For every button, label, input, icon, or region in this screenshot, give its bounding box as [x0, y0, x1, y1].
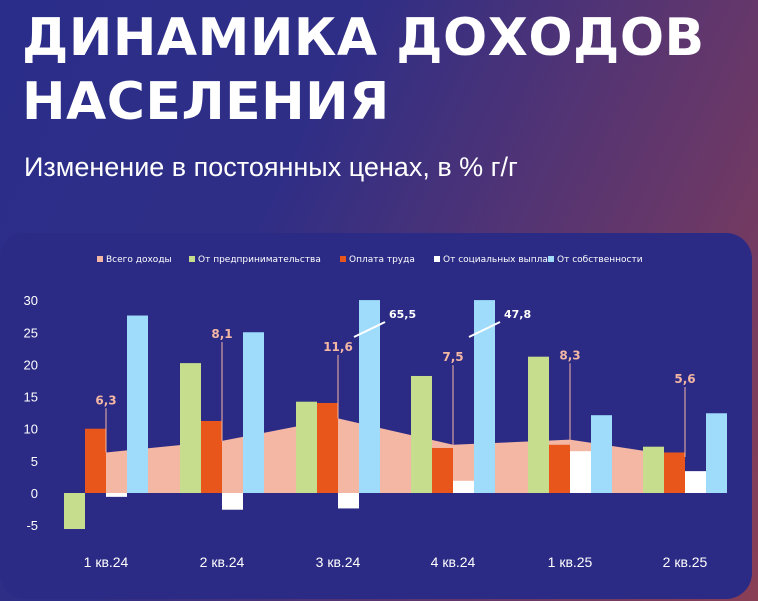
- title-line-1: ДИНАМИКА ДОХОДОВ: [22, 8, 705, 68]
- bar-social-payments: [570, 451, 591, 493]
- bar-property: [591, 415, 612, 493]
- y-tick-label: 0: [31, 486, 38, 501]
- page-title: ДИНАМИКА ДОХОДОВ НАСЕЛЕНИЯ: [22, 6, 705, 134]
- bar-entrepreneurship: [180, 363, 201, 493]
- legend-swatch: [434, 256, 440, 262]
- bar-social-payments: [222, 493, 243, 510]
- legend-label: От предпринимательства: [198, 255, 321, 265]
- bar-wages: [664, 452, 685, 493]
- axis-break-mark: [353, 321, 386, 338]
- bar-property: [243, 332, 264, 493]
- bar-wages: [432, 447, 453, 493]
- bar-entrepreneurship: [64, 493, 85, 530]
- y-tick-label: -5: [26, 518, 38, 533]
- legend-label: От социальных выплат: [443, 255, 553, 265]
- data-label: 6,3: [95, 393, 116, 407]
- bar-entrepreneurship: [643, 446, 664, 493]
- bar-entrepreneurship: [528, 356, 549, 493]
- legend-swatch: [340, 256, 346, 262]
- data-label: 65,5: [389, 308, 416, 321]
- bar-property: [359, 300, 380, 493]
- y-tick-label: 10: [24, 422, 38, 437]
- bar-wages: [317, 402, 338, 493]
- y-tick-label: 15: [24, 390, 38, 405]
- bar-entrepreneurship: [296, 401, 317, 493]
- legend-swatch: [97, 256, 103, 262]
- legend-label: От собственности: [557, 255, 643, 265]
- y-tick-label: 5: [31, 454, 38, 469]
- x-tick-label: 4 кв.24: [431, 554, 476, 570]
- bar-property: [127, 315, 148, 493]
- data-label: 47,8: [504, 308, 531, 321]
- axis-break-mark: [468, 321, 501, 338]
- data-label: 7,5: [442, 350, 463, 364]
- bar-social-payments: [685, 471, 706, 493]
- x-tick-label: 3 кв.24: [316, 554, 361, 570]
- x-tick-label: 1 кв.25: [548, 554, 593, 570]
- data-label: 8,3: [559, 348, 580, 362]
- legend-swatch: [189, 256, 195, 262]
- bar-social-payments: [453, 480, 474, 493]
- bar-social-payments: [338, 493, 359, 509]
- bar-wages: [201, 420, 222, 493]
- bar-wages: [549, 444, 570, 493]
- legend-label: Оплата труда: [349, 255, 415, 265]
- bar-property: [474, 300, 495, 493]
- data-label: 5,6: [674, 372, 695, 386]
- page-subtitle: Изменение в постоянных ценах, в % г/г: [24, 152, 518, 182]
- bar-property: [706, 413, 727, 493]
- data-label: 11,6: [323, 340, 353, 354]
- y-tick-label: 25: [24, 325, 38, 340]
- y-tick-label: 30: [24, 293, 38, 308]
- x-tick-label: 1 кв.24: [84, 554, 129, 570]
- bar-social-payments: [106, 493, 127, 497]
- legend-swatch: [548, 256, 554, 262]
- bar-entrepreneurship: [411, 375, 432, 493]
- data-label: 8,1: [211, 327, 232, 341]
- legend-label: Всего доходы: [106, 255, 172, 265]
- bar-wages: [85, 428, 106, 493]
- x-tick-label: 2 кв.25: [663, 554, 708, 570]
- y-tick-label: 20: [24, 357, 38, 372]
- x-tick-label: 2 кв.24: [200, 554, 245, 570]
- title-line-2: НАСЕЛЕНИЯ: [22, 72, 390, 132]
